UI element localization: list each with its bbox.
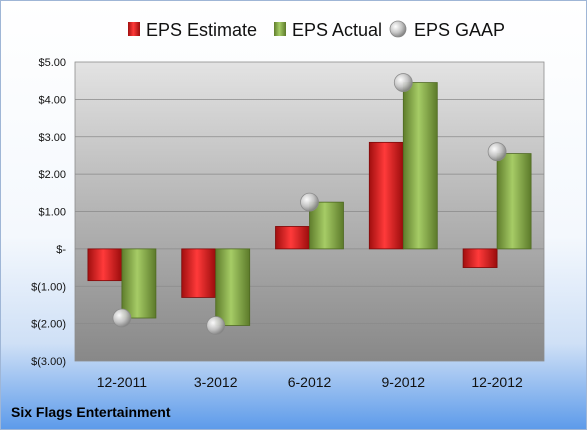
bar-eps-actual bbox=[121, 248, 157, 319]
legend: EPS Estimate EPS Actual EPS GAAP bbox=[128, 20, 505, 40]
legend-label-actual: EPS Actual bbox=[292, 20, 382, 40]
marker-eps-gaap bbox=[487, 142, 507, 162]
bar-eps-actual bbox=[309, 201, 344, 250]
y-tick-label: $(2.00) bbox=[31, 319, 66, 331]
x-tick-label: 3-2012 bbox=[194, 374, 238, 390]
y-tick-label: $2.00 bbox=[38, 169, 66, 181]
y-tick-label: $(3.00) bbox=[31, 356, 66, 368]
bar-eps-estimate bbox=[462, 248, 498, 268]
bar-eps-estimate bbox=[368, 141, 404, 250]
legend-swatch-actual bbox=[274, 22, 286, 36]
y-tick-label: $4.00 bbox=[38, 94, 66, 106]
marker-eps-gaap bbox=[300, 192, 319, 212]
marker-eps-gaap bbox=[393, 73, 413, 92]
y-tick-label: $- bbox=[56, 244, 66, 256]
y-axis-ticks: $5.00 $4.00 $3.00 $2.00 $1.00 $- $(1.00) $(2.00… bbox=[31, 57, 66, 368]
y-tick-label: $3.00 bbox=[38, 132, 66, 144]
gaap-markers bbox=[112, 73, 507, 335]
bar-eps-estimate bbox=[275, 226, 310, 250]
legend-label-gaap: EPS GAAP bbox=[414, 20, 505, 40]
legend-item-gaap: EPS GAAP bbox=[389, 20, 505, 40]
bar-eps-actual bbox=[402, 82, 438, 250]
bar-eps-actual bbox=[215, 248, 251, 326]
bar-eps-actual bbox=[496, 153, 532, 250]
legend-swatch-estimate bbox=[128, 22, 140, 36]
y-tick-label: $5.00 bbox=[38, 57, 66, 69]
x-tick-label: 12-2011 bbox=[97, 374, 148, 390]
company-label: Six Flags Entertainment bbox=[11, 404, 171, 420]
legend-item-actual: EPS Actual bbox=[274, 20, 382, 40]
legend-item-estimate: EPS Estimate bbox=[128, 20, 257, 40]
x-axis-labels: 12-2011 3-2012 6-2012 9-2012 12-2012 bbox=[97, 374, 523, 390]
bar-eps-estimate bbox=[181, 248, 217, 298]
y-tick-label: $1.00 bbox=[38, 207, 66, 219]
marker-eps-gaap bbox=[206, 316, 226, 335]
x-tick-label: 9-2012 bbox=[382, 374, 426, 390]
marker-eps-gaap bbox=[112, 308, 132, 328]
x-tick-label: 12-2012 bbox=[471, 374, 523, 390]
x-tick-label: 6-2012 bbox=[288, 374, 332, 390]
legend-marker-gaap bbox=[389, 20, 407, 38]
legend-label-estimate: EPS Estimate bbox=[146, 20, 257, 40]
bar-eps-estimate bbox=[87, 248, 123, 282]
y-tick-label: $(1.00) bbox=[31, 281, 66, 293]
bars bbox=[87, 82, 532, 326]
